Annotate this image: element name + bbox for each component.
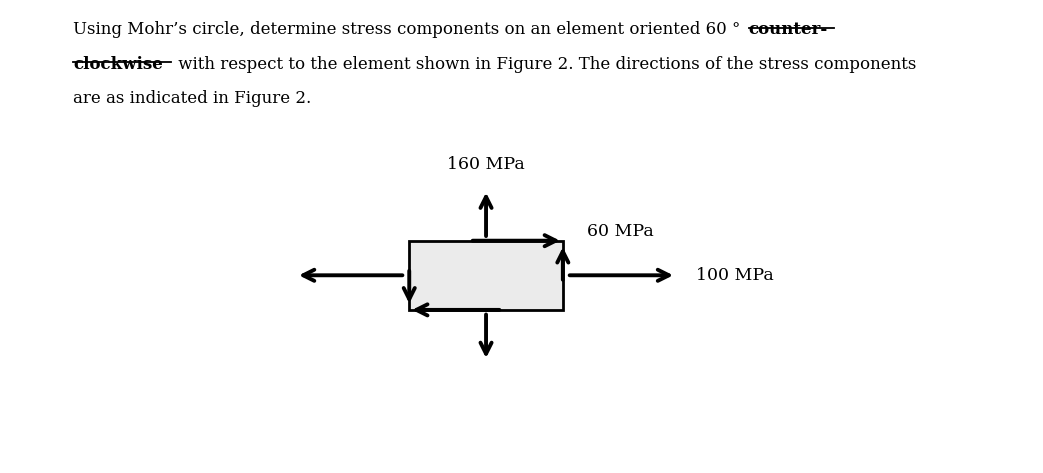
Text: 160 MPa: 160 MPa	[447, 156, 525, 173]
Text: are as indicated in Figure 2.: are as indicated in Figure 2.	[73, 90, 311, 107]
Bar	[409, 241, 563, 310]
Text: 60 MPa: 60 MPa	[587, 223, 654, 240]
Text: with respect to the element shown in Figure 2. The directions of the stress comp: with respect to the element shown in Fig…	[173, 56, 917, 73]
Text: counter-: counter-	[749, 21, 828, 38]
Text: 100 MPa: 100 MPa	[697, 267, 774, 284]
Text: clockwise: clockwise	[73, 56, 163, 73]
Text: Using Mohr’s circle, determine stress components on an element oriented 60 °: Using Mohr’s circle, determine stress co…	[73, 21, 746, 38]
